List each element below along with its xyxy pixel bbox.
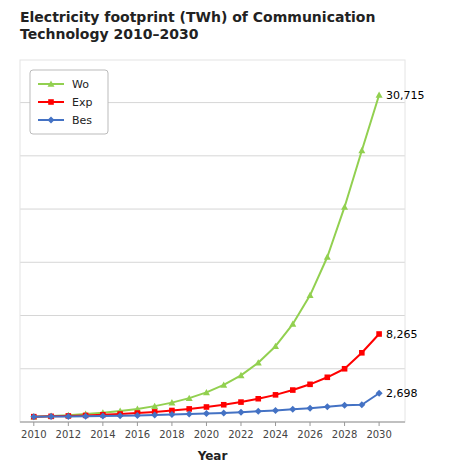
x-tick-label: 2016: [125, 429, 150, 440]
series: [31, 331, 382, 419]
point: [359, 350, 365, 356]
legend: Wo Exp Bes: [30, 70, 108, 134]
point: [307, 382, 313, 388]
x-tick: [275, 422, 276, 426]
point: [99, 412, 106, 419]
x-tick-label: 2010: [21, 429, 46, 440]
annotation: 2,698: [386, 387, 418, 400]
x-tick: [310, 422, 311, 426]
x-tick-label: 2014: [90, 429, 115, 440]
point: [376, 390, 383, 397]
grid-line: [20, 262, 405, 263]
point: [342, 366, 348, 372]
point: [341, 402, 348, 409]
x-tick: [171, 422, 172, 426]
x-tick: [137, 422, 138, 426]
point: [272, 407, 279, 414]
point: [48, 413, 55, 420]
point: [358, 147, 365, 153]
point: [237, 372, 244, 378]
plot-area: [30, 91, 382, 420]
point: [289, 406, 296, 413]
x-tick: [379, 422, 380, 426]
point: [289, 321, 296, 327]
point: [341, 203, 348, 209]
point: [82, 413, 89, 420]
legend-box: [30, 70, 108, 134]
legend-label: Bes: [72, 114, 92, 127]
point: [31, 414, 37, 420]
x-tick: [240, 422, 241, 426]
x-tick-label: 2028: [332, 429, 357, 440]
point: [134, 412, 141, 419]
x-label: Year: [197, 449, 228, 463]
point: [324, 403, 331, 410]
plot-frame: [20, 60, 405, 422]
point: [255, 408, 262, 415]
point: [168, 399, 175, 405]
point: [221, 402, 227, 408]
point: [151, 412, 158, 419]
x-axis: [20, 422, 405, 423]
x-tick-label: 2018: [159, 429, 184, 440]
grid-line: [20, 422, 405, 423]
point: [203, 410, 210, 417]
point: [186, 395, 193, 401]
point: [220, 381, 227, 387]
point: [272, 343, 279, 349]
point: [30, 413, 37, 419]
annotation: 30,715: [386, 89, 425, 102]
point: [255, 359, 262, 365]
point: [220, 409, 227, 416]
point: [273, 392, 279, 398]
x-tick: [68, 422, 69, 426]
series: [30, 91, 382, 419]
x-tick: [33, 422, 34, 426]
point: [238, 399, 244, 405]
x-tick-label: 2020: [194, 429, 219, 440]
point: [186, 411, 193, 418]
legend-label: Exp: [72, 96, 92, 109]
legend-marker: [48, 99, 54, 105]
x-tick-label: 2022: [228, 429, 253, 440]
point: [307, 405, 314, 412]
point: [168, 411, 175, 418]
x-tick-label: 2012: [56, 429, 81, 440]
chart: Electricity footprint (TWh) of Communica…: [0, 0, 474, 474]
line: [34, 334, 379, 417]
point: [255, 396, 261, 402]
x-tick-label: 2026: [297, 429, 322, 440]
series: [30, 390, 382, 420]
annotation: 8,265: [386, 328, 418, 341]
point: [30, 413, 37, 420]
point: [204, 404, 210, 410]
legend-marker: [48, 81, 55, 87]
x-tick: [344, 422, 345, 426]
point: [325, 374, 331, 380]
line: [34, 95, 379, 417]
point: [48, 414, 54, 420]
point: [290, 387, 296, 393]
grid-line: [20, 155, 405, 156]
point: [376, 331, 382, 337]
x-tick: [102, 422, 103, 426]
x-tick-label: 2030: [366, 429, 391, 440]
point: [358, 401, 365, 408]
point: [376, 91, 383, 97]
point: [237, 409, 244, 416]
point: [307, 292, 314, 298]
point: [203, 389, 210, 395]
point: [151, 403, 158, 409]
x-tick-label: 2024: [263, 429, 288, 440]
title: Electricity footprint (TWh) of Communica…: [20, 9, 375, 42]
point: [65, 413, 72, 420]
point: [324, 253, 331, 259]
grid-line: [20, 315, 405, 316]
x-tick: [206, 422, 207, 426]
legend-marker: [48, 117, 55, 124]
grid: [20, 103, 405, 422]
legend-label: Wo: [72, 78, 89, 91]
point: [117, 412, 124, 419]
